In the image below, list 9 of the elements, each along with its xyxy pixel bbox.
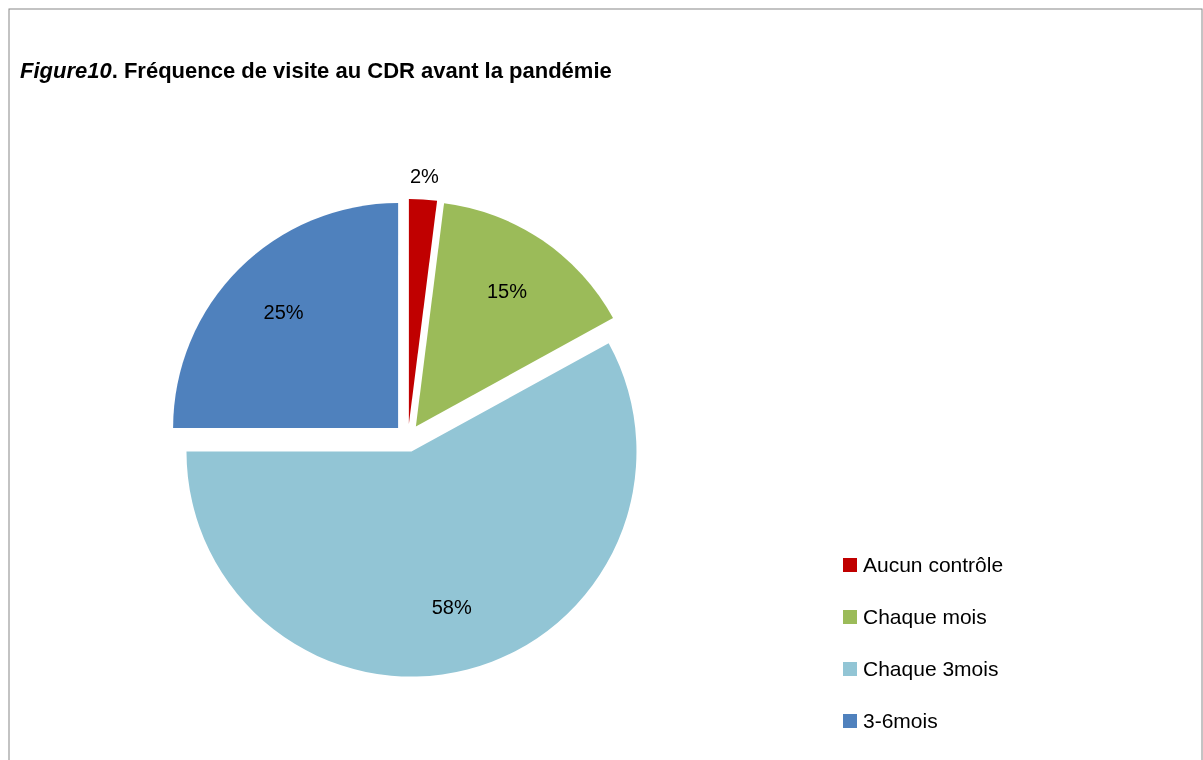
legend-label: Aucun contrôle (863, 552, 1004, 576)
data-label: 2% (409, 164, 440, 187)
legend-label: 3-6mois (863, 708, 938, 732)
legend-label: Chaque mois (863, 604, 987, 628)
legend-label: Chaque 3mois (863, 656, 999, 680)
chart-title: Figure10. Fréquence de visite au CDR avant la pandémie (20, 58, 612, 83)
data-label: 58% (431, 595, 472, 618)
data-label: 15% (486, 279, 528, 302)
data-label: 25% (263, 300, 304, 323)
